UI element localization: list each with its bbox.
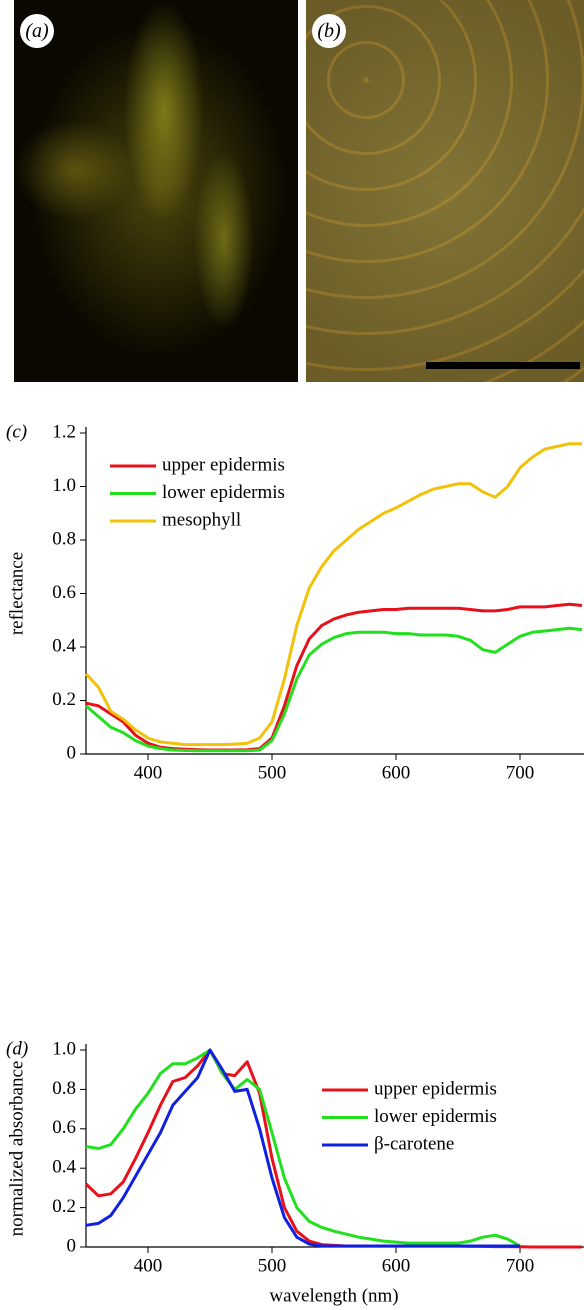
legend-label: β-carotene bbox=[374, 1133, 454, 1154]
series-line bbox=[85, 1048, 520, 1248]
x-axis-label: wavelength (nm) bbox=[269, 1285, 398, 1306]
legend-label: upper epidermis bbox=[162, 454, 285, 475]
y-tick-label: 1.0 bbox=[52, 475, 76, 496]
y-tick-label: 0 bbox=[67, 1235, 77, 1256]
panel-label: (a) bbox=[20, 14, 54, 48]
series-line bbox=[84, 442, 582, 747]
x-tick-label: 700 bbox=[506, 762, 535, 783]
panel-label: (c) bbox=[6, 421, 27, 442]
panel-label: (b) bbox=[312, 14, 346, 48]
y-tick-label: 0.4 bbox=[52, 635, 76, 656]
y-tick-label: 0.6 bbox=[52, 1117, 76, 1138]
legend-label: lower epidermis bbox=[162, 482, 285, 503]
micrograph-b: (b) bbox=[306, 0, 584, 382]
y-axis-label: normalized absorbance bbox=[6, 1061, 27, 1237]
series-line bbox=[85, 1048, 521, 1248]
series-line bbox=[84, 1048, 582, 1249]
micrograph-a: (a) bbox=[14, 0, 298, 382]
y-tick-label: 0.4 bbox=[52, 1157, 76, 1178]
y-tick-label: 0 bbox=[67, 742, 77, 763]
x-tick-label: 400 bbox=[134, 1255, 163, 1276]
x-tick-label: 600 bbox=[382, 1255, 411, 1276]
legend-label: mesophyll bbox=[162, 509, 241, 530]
series-line bbox=[85, 602, 583, 752]
scale-bar bbox=[426, 362, 580, 369]
legend-label: lower epidermis bbox=[374, 1106, 497, 1127]
x-tick-label: 600 bbox=[382, 762, 411, 783]
y-tick-label: 0.6 bbox=[52, 582, 76, 603]
y-tick-label: 0.8 bbox=[52, 1078, 76, 1099]
x-tick-label: 500 bbox=[258, 1255, 287, 1276]
legend-label: upper epidermis bbox=[374, 1078, 497, 1099]
y-tick-label: 1.0 bbox=[52, 1038, 76, 1059]
y-tick-label: 1.2 bbox=[52, 421, 76, 442]
y-tick-label: 0.2 bbox=[52, 1196, 76, 1217]
panel-label: (d) bbox=[6, 1038, 28, 1059]
x-tick-label: 700 bbox=[506, 1255, 535, 1276]
series-line bbox=[85, 626, 583, 753]
y-tick-label: 0.8 bbox=[52, 528, 76, 549]
x-tick-label: 400 bbox=[134, 762, 163, 783]
x-tick-label: 500 bbox=[258, 762, 287, 783]
y-axis-label: reflectance bbox=[6, 552, 27, 635]
y-tick-label: 0.2 bbox=[52, 689, 76, 710]
